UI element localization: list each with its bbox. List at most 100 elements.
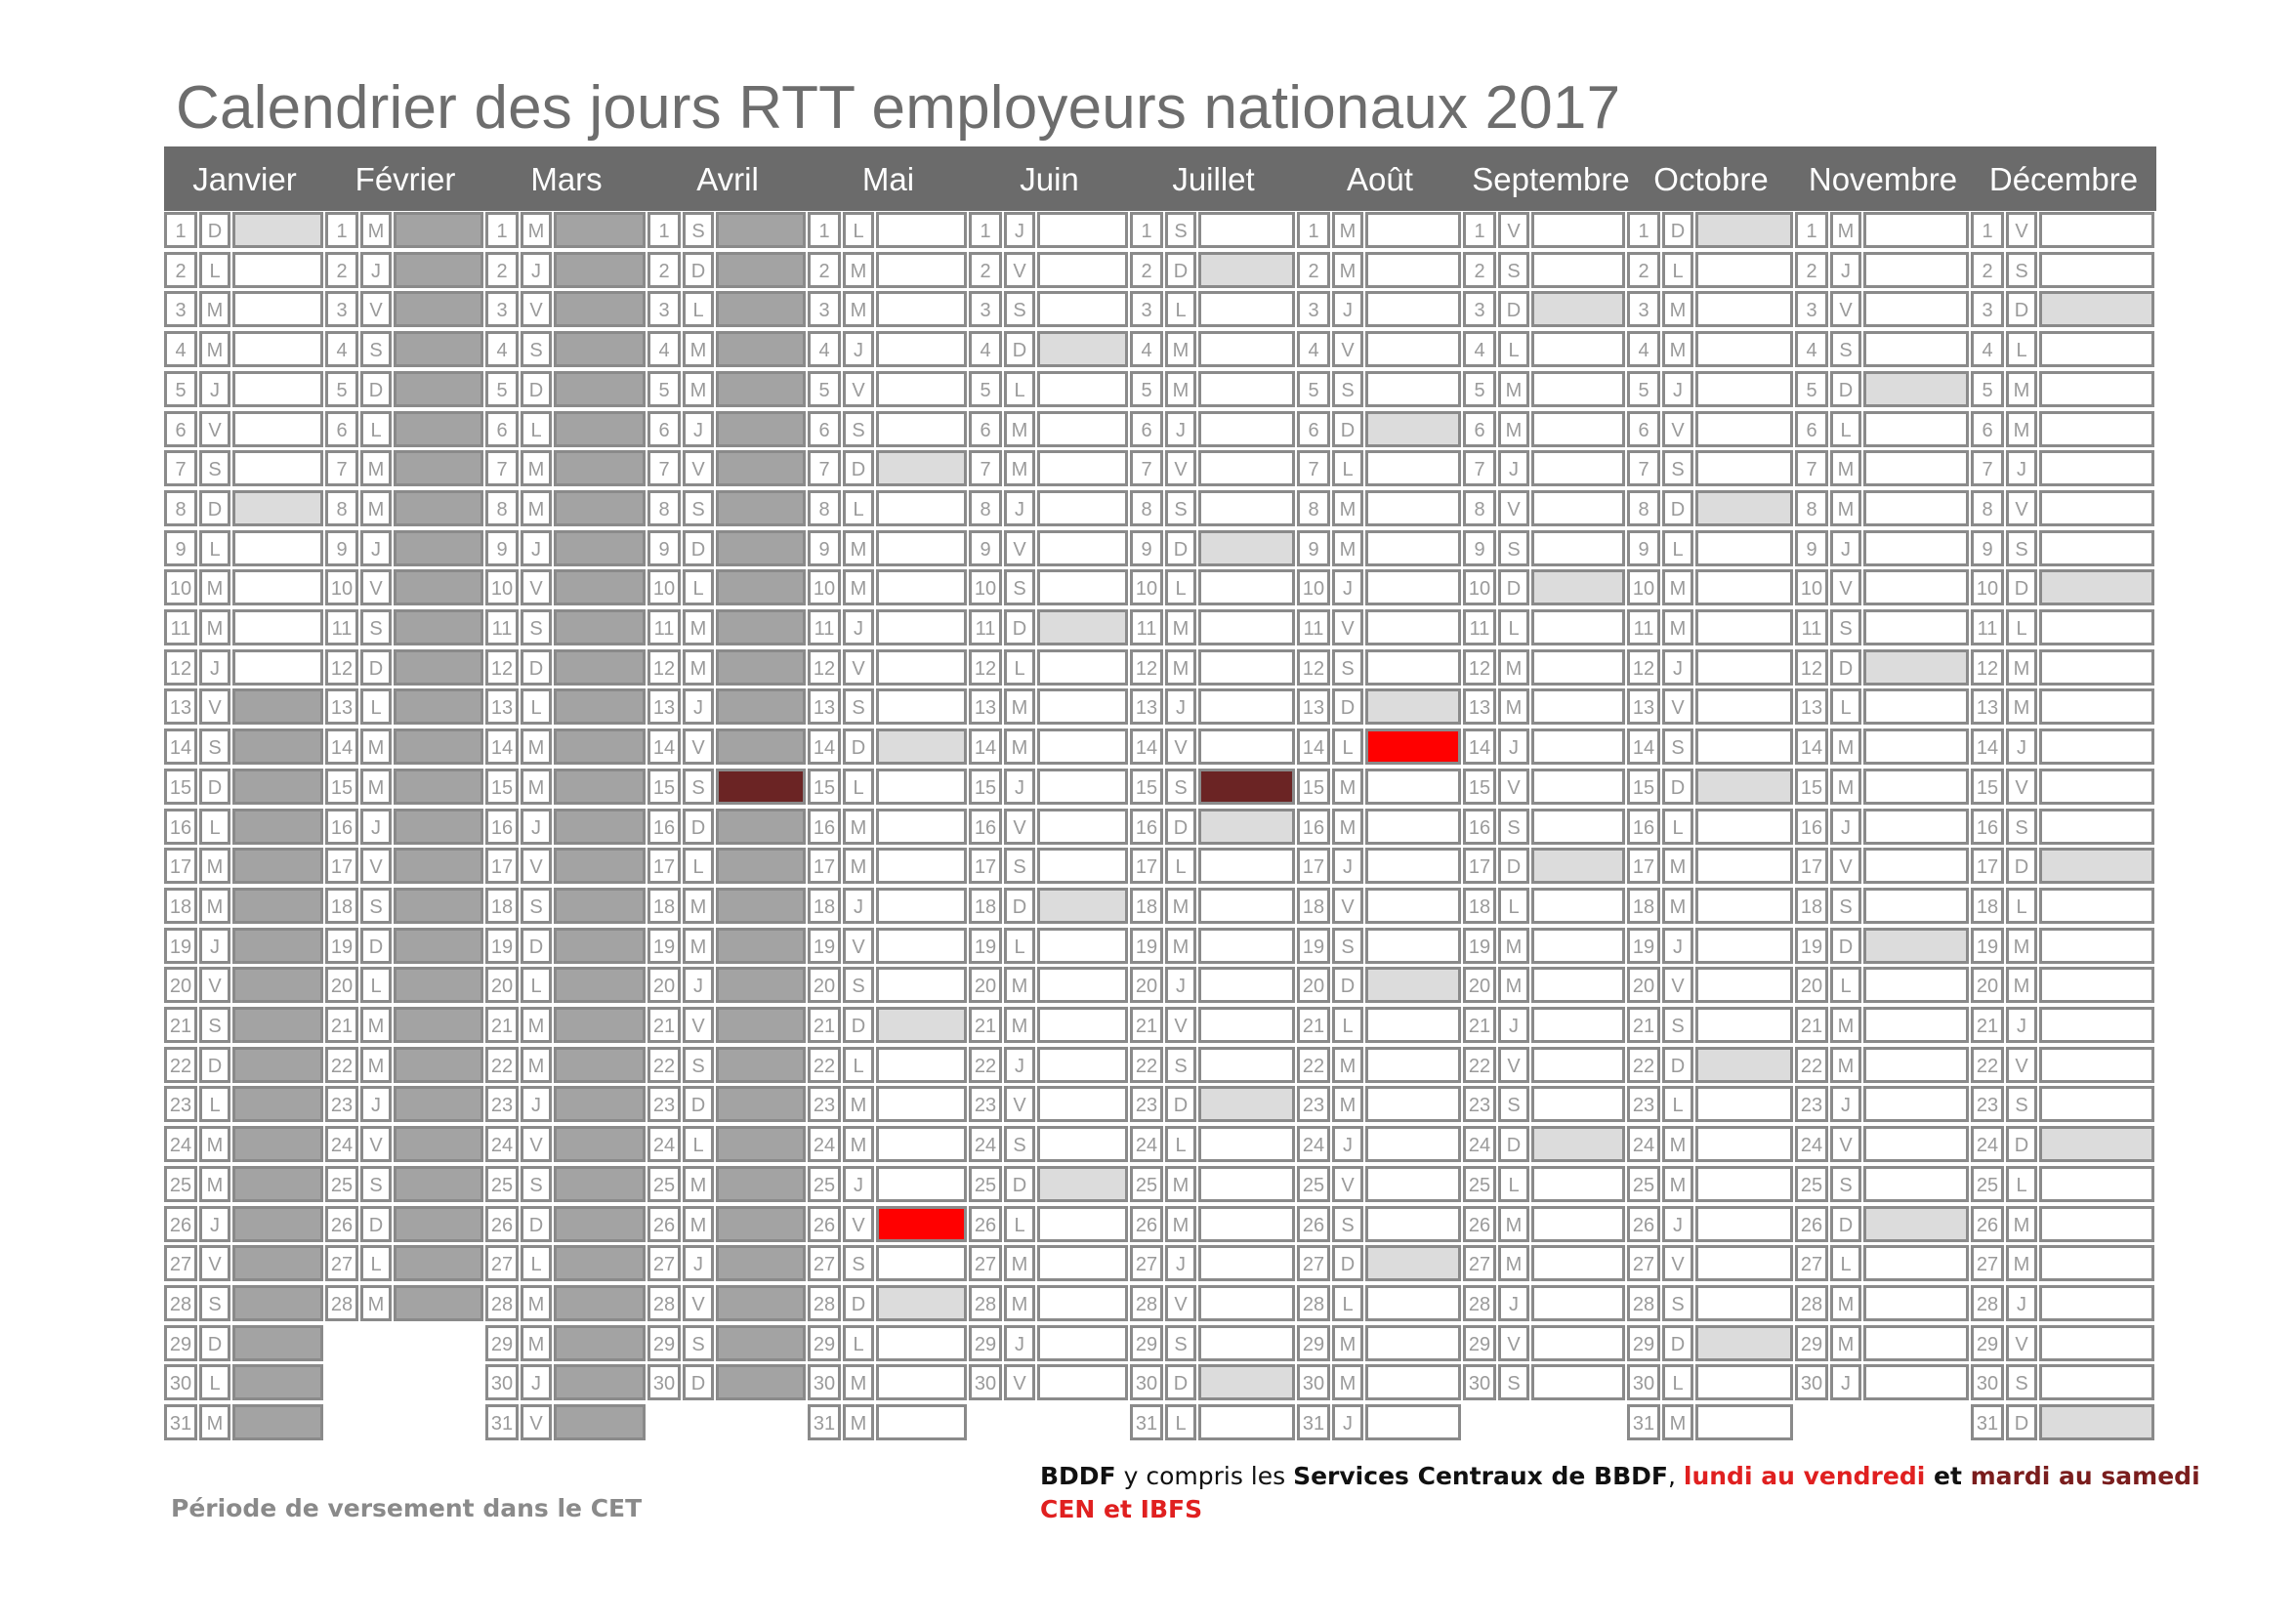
day-fill [2039, 370, 2154, 407]
day-letter: D [360, 648, 392, 686]
day-fill [1037, 450, 1128, 487]
day-fill [1695, 1126, 1793, 1163]
day-letter: S [199, 1007, 230, 1043]
day-fill [2039, 728, 2154, 766]
day-number: 27 [1463, 1245, 1496, 1282]
day-fill [1531, 648, 1625, 686]
day-number: 11 [1463, 609, 1496, 645]
day-letter: J [683, 1245, 714, 1282]
day-letter: D [1004, 1165, 1035, 1202]
day-number: 1 [325, 212, 358, 248]
day-fill [1198, 1404, 1295, 1440]
cet-period-fill [232, 967, 323, 1004]
day-number: 25 [1795, 1165, 1828, 1202]
day-number: 29 [969, 1324, 1002, 1361]
month-name: Septembre [1472, 161, 1630, 197]
day-number: 16 [1627, 808, 1660, 845]
day-fill [1365, 212, 1461, 248]
cet-period-fill [232, 768, 323, 805]
day-letter: D [1830, 1205, 1861, 1242]
cet-period-fill [716, 1205, 806, 1242]
day-letter: V [1830, 569, 1861, 606]
day-number: 7 [1795, 450, 1828, 487]
day-fill [1365, 1007, 1461, 1043]
day-number: 18 [1795, 887, 1828, 924]
day-number: 2 [969, 251, 1002, 288]
day-letter: M [1165, 1165, 1196, 1202]
day-letter: S [1830, 331, 1861, 368]
day-letter: J [1498, 1007, 1529, 1043]
day-number: 13 [325, 688, 358, 726]
day-fill [1198, 808, 1295, 845]
day-fill [1863, 688, 1969, 726]
day-fill [1037, 848, 1128, 885]
day-fill [2039, 927, 2154, 964]
day-letter: M [843, 1126, 874, 1163]
day-number: 19 [1971, 927, 2004, 964]
day-number: 25 [1297, 1165, 1330, 1202]
day-number: 10 [1130, 569, 1163, 606]
cet-period-fill [394, 967, 483, 1004]
day-fill [232, 648, 323, 686]
day-letter: M [360, 489, 392, 526]
day-letter: J [1830, 1364, 1861, 1401]
day-fill [232, 489, 323, 526]
day-fill [1365, 887, 1461, 924]
day-number: 22 [164, 1046, 197, 1083]
day-number: 17 [1463, 848, 1496, 885]
day-number: 1 [1795, 212, 1828, 248]
day-letter: S [521, 331, 552, 368]
cet-period-fill [554, 529, 646, 566]
day-fill [876, 331, 967, 368]
day-number: 7 [1971, 450, 2004, 487]
day-letter: S [1498, 1086, 1529, 1123]
day-number: 9 [485, 529, 519, 566]
day-fill [1531, 529, 1625, 566]
day-letter: M [2006, 967, 2037, 1004]
cet-period-fill [232, 1364, 323, 1401]
day-letter: J [1004, 489, 1035, 526]
day-number: 18 [647, 887, 681, 924]
day-fill [2039, 887, 2154, 924]
day-letter: M [1165, 887, 1196, 924]
day-fill [1037, 331, 1128, 368]
day-fill [232, 569, 323, 606]
day-letter: J [1332, 1404, 1363, 1440]
day-letter: D [199, 212, 230, 248]
day-fill [1037, 410, 1128, 447]
day-number: 6 [808, 410, 841, 447]
day-number: 23 [1463, 1086, 1496, 1123]
day-letter: M [521, 1046, 552, 1083]
day-number: 18 [808, 887, 841, 924]
day-fill [2039, 609, 2154, 645]
day-fill [1531, 1046, 1625, 1083]
day-number: 16 [808, 808, 841, 845]
day-letter: M [843, 1404, 874, 1440]
day-letter: J [843, 887, 874, 924]
day-number: 8 [969, 489, 1002, 526]
day-letter: J [2006, 1007, 2037, 1043]
day-number: 30 [1463, 1364, 1496, 1401]
day-letter: M [1498, 410, 1529, 447]
day-number: 30 [1297, 1364, 1330, 1401]
cet-period-fill [394, 648, 483, 686]
day-letter: V [1498, 1324, 1529, 1361]
day-number: 26 [647, 1205, 681, 1242]
day-fill [1863, 1086, 1969, 1123]
day-fill [1365, 848, 1461, 885]
day-number: 28 [164, 1284, 197, 1321]
day-number: 8 [1130, 489, 1163, 526]
day-number: 15 [1795, 768, 1828, 805]
day-number: 27 [1795, 1245, 1828, 1282]
day-letter: J [360, 529, 392, 566]
day-letter: S [2006, 1364, 2037, 1401]
day-letter: D [1004, 609, 1035, 645]
day-letter: M [1498, 1245, 1529, 1282]
day-fill [232, 331, 323, 368]
day-fill [1531, 569, 1625, 606]
day-number: 5 [325, 370, 358, 407]
day-number: 21 [1130, 1007, 1163, 1043]
day-number: 6 [1297, 410, 1330, 447]
day-number: 26 [1130, 1205, 1163, 1242]
day-number: 11 [325, 609, 358, 645]
